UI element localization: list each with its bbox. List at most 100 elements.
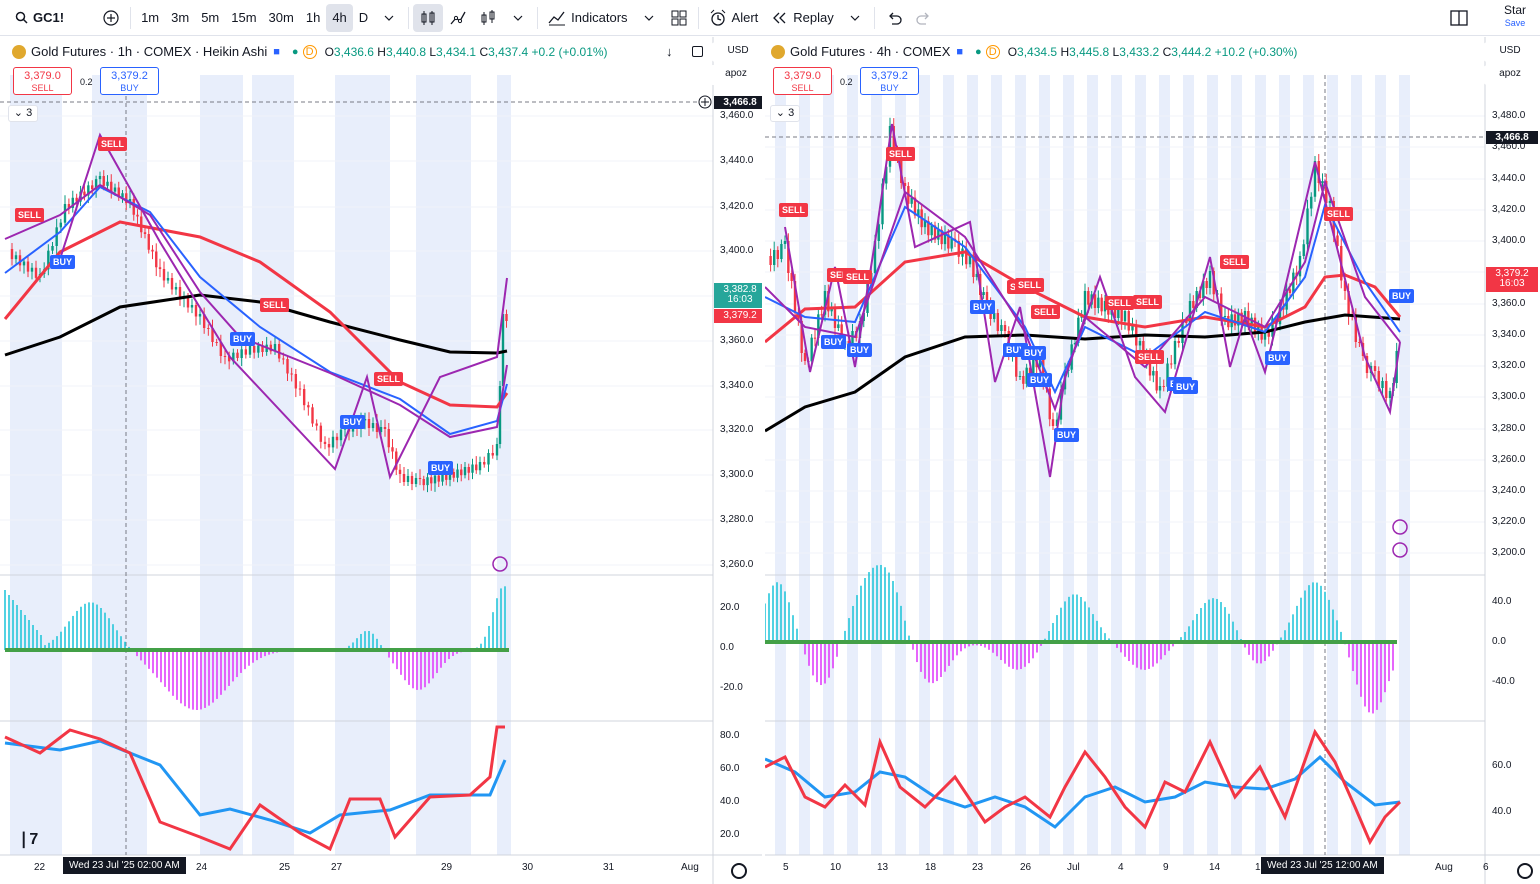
candle-body bbox=[227, 356, 231, 362]
gold-coin-icon bbox=[771, 44, 785, 59]
replay-label: Replay bbox=[793, 10, 834, 25]
candle-body bbox=[426, 477, 429, 486]
candle-body bbox=[98, 176, 102, 180]
candle-body bbox=[94, 179, 98, 190]
price-scale-label: 3,420.0 bbox=[1492, 204, 1526, 215]
left-chart-canvas[interactable] bbox=[0, 37, 762, 884]
signal-buy-label: BUY bbox=[50, 255, 76, 269]
right-currency-button[interactable]: USD bbox=[1484, 42, 1536, 62]
session-highlight bbox=[200, 75, 243, 855]
interval-button-3m[interactable]: 3m bbox=[171, 10, 190, 25]
time-axis-label: 13 bbox=[877, 862, 889, 873]
rewind-icon bbox=[770, 9, 788, 27]
candle-body bbox=[198, 314, 202, 317]
replay-dropdown-button[interactable] bbox=[840, 4, 870, 32]
undo-button[interactable] bbox=[879, 4, 909, 32]
signal-buy-label: BUY bbox=[1173, 380, 1199, 394]
right-settings-gear-icon[interactable] bbox=[1517, 863, 1533, 879]
bars-icon bbox=[479, 9, 497, 27]
redo-button[interactable] bbox=[909, 4, 939, 32]
star-save-button[interactable]: Star Save bbox=[1504, 4, 1526, 30]
right-scale-mode-button[interactable]: apoz bbox=[1484, 65, 1536, 85]
interval-button-D[interactable]: D bbox=[358, 10, 369, 25]
candle-body bbox=[1083, 291, 1087, 317]
indicators-label: Indicators bbox=[571, 10, 628, 25]
candle-body bbox=[1113, 304, 1117, 318]
candle-body bbox=[1100, 297, 1103, 312]
crosshair-price-label: 3,466.8 bbox=[1486, 131, 1538, 144]
left-chart-pane[interactable]: Gold Futures · 1h · COMEX · Heikin Ashi … bbox=[0, 37, 762, 884]
bars-chart-type-button[interactable] bbox=[473, 4, 503, 32]
session-highlight bbox=[823, 75, 834, 855]
right-chart-pane[interactable]: Gold Futures · 4h · COMEX ■ ● D O3,434.5… bbox=[765, 37, 1540, 884]
line-chart-type-button[interactable] bbox=[443, 4, 473, 32]
candle-body bbox=[298, 388, 302, 390]
right-status-dot-icon: ● bbox=[975, 45, 982, 58]
gold-coin-icon bbox=[12, 44, 26, 59]
candle-body bbox=[307, 405, 310, 408]
candle-body bbox=[1185, 321, 1188, 323]
interval-button-4h[interactable]: 4h bbox=[326, 3, 353, 32]
time-axis-label: 30 bbox=[522, 862, 534, 873]
candle-body bbox=[422, 479, 425, 486]
candle-body bbox=[406, 476, 410, 482]
candle-body bbox=[132, 199, 135, 215]
price-scale-label: 3,440.0 bbox=[720, 155, 754, 166]
left-maximize-icon[interactable] bbox=[692, 46, 703, 57]
session-highlight bbox=[895, 75, 906, 855]
alert-button[interactable]: Alert bbox=[703, 4, 765, 32]
left-chart-link-icon: ■ bbox=[273, 45, 280, 58]
candle-body bbox=[106, 181, 109, 186]
candle-body bbox=[830, 307, 833, 312]
right-buy-button[interactable]: 3,379.2 BUY bbox=[860, 67, 919, 95]
right-sell-button[interactable]: 3,379.0 SELL bbox=[773, 67, 832, 95]
left-collapse-indicators-button[interactable]: ⌄ 3 bbox=[8, 105, 38, 122]
split-view-button[interactable] bbox=[1444, 4, 1474, 32]
candle-body bbox=[18, 255, 22, 266]
price-scale-label: 3,200.0 bbox=[1492, 547, 1526, 558]
interval-button-5m[interactable]: 5m bbox=[201, 10, 220, 25]
signal-buy-label: BUY bbox=[340, 415, 366, 429]
candle-body bbox=[917, 209, 920, 216]
replay-button[interactable]: Replay bbox=[764, 4, 839, 32]
candle-body bbox=[947, 234, 950, 249]
interval-button-1m[interactable]: 1m bbox=[141, 10, 160, 25]
left-sell-button[interactable]: 3,379.0 SELL bbox=[13, 67, 72, 95]
right-chart-canvas[interactable] bbox=[765, 37, 1540, 884]
left-currency-button[interactable]: USD bbox=[712, 42, 762, 62]
candle-body bbox=[51, 246, 54, 251]
left-scale-mode-button[interactable]: apoz bbox=[710, 65, 762, 85]
time-axis-label: Aug bbox=[1435, 862, 1453, 873]
right-collapse-indicators-button[interactable]: ⌄ 3 bbox=[770, 105, 800, 122]
line-chart-icon bbox=[449, 9, 467, 27]
undo-icon bbox=[885, 9, 903, 27]
time-axis-label: 26 bbox=[1020, 862, 1032, 873]
price-scale-label: 3,360.0 bbox=[1492, 298, 1526, 309]
signal-sell-label: SELL bbox=[1133, 295, 1163, 309]
candle-body bbox=[1022, 376, 1025, 384]
candle-body bbox=[773, 250, 776, 265]
candle-body bbox=[277, 344, 281, 359]
interval-button-15m[interactable]: 15m bbox=[231, 10, 257, 25]
session-highlight bbox=[799, 75, 810, 855]
interval-button-1h[interactable]: 1h bbox=[305, 10, 321, 25]
left-settings-gear-icon[interactable] bbox=[731, 863, 747, 879]
chart-type-dropdown-button[interactable] bbox=[503, 4, 533, 32]
indicators-button[interactable]: Indicators bbox=[542, 4, 633, 32]
candle-body bbox=[1377, 371, 1380, 388]
left-buy-button[interactable]: 3,379.2 BUY bbox=[100, 67, 159, 95]
left-download-icon[interactable]: ↓ bbox=[666, 44, 673, 59]
symbol-search-button[interactable]: GC1! bbox=[6, 4, 70, 32]
candle-body bbox=[927, 221, 930, 236]
indicators-dropdown-button[interactable] bbox=[634, 4, 664, 32]
candle-body bbox=[430, 477, 433, 484]
layouts-button[interactable] bbox=[664, 4, 694, 32]
bid-price-tag: 3,379.2 16:03 bbox=[1486, 267, 1538, 292]
interval-button-30m[interactable]: 30m bbox=[268, 10, 294, 25]
interval-dropdown-button[interactable] bbox=[374, 4, 404, 32]
candles-chart-type-button[interactable] bbox=[413, 3, 444, 32]
candle-body bbox=[471, 464, 474, 473]
candle-body bbox=[1271, 318, 1274, 337]
compare-symbol-button[interactable] bbox=[96, 4, 126, 32]
left-sell-label: SELL bbox=[31, 83, 54, 93]
